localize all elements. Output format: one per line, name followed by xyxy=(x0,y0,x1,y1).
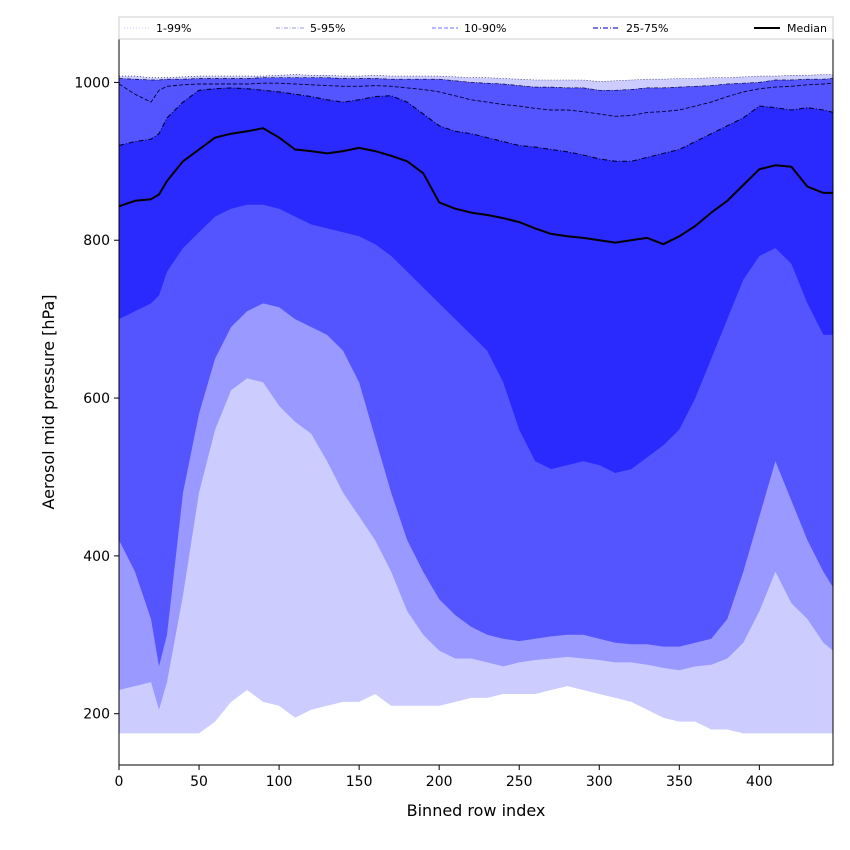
legend-label: Median xyxy=(787,22,827,35)
x-tick-label: 350 xyxy=(666,774,693,790)
band-10-90pct-upper xyxy=(119,83,833,162)
y-axis-ticks: 200 400 600 800 1000 xyxy=(74,75,119,723)
x-tick-label: 250 xyxy=(506,774,533,790)
outline-10-90-upper xyxy=(119,82,833,117)
y-tick-label: 1000 xyxy=(74,75,110,91)
y-axis-label: Aerosol mid pressure [hPa] xyxy=(39,294,58,509)
legend-frame xyxy=(118,16,834,40)
x-tick-label: 300 xyxy=(586,774,613,790)
x-tick-label: 100 xyxy=(266,774,293,790)
y-tick-label: 200 xyxy=(83,707,110,723)
band-25-75pct xyxy=(119,87,833,474)
legend-label: 5-95% xyxy=(310,22,345,35)
bands-layer xyxy=(119,74,833,734)
legend-label: 25-75% xyxy=(626,22,668,35)
series-layer xyxy=(119,127,833,246)
y-tick-label: 600 xyxy=(83,391,110,407)
legend-label: 1-99% xyxy=(156,22,191,35)
x-axis-label: Binned row index xyxy=(407,801,546,820)
x-axis-ticks: 0 50 100 150 200 250 300 350 400 xyxy=(115,765,773,790)
x-tick-label: 50 xyxy=(190,774,208,790)
y-tick-label: 800 xyxy=(83,233,110,249)
median-line xyxy=(119,127,833,246)
x-tick-label: 200 xyxy=(426,774,453,790)
x-tick-label: 400 xyxy=(746,774,773,790)
outline-25-75-upper xyxy=(119,87,833,162)
y-tick-label: 400 xyxy=(83,549,110,565)
legend: 1-99% 5-95% 10-90% 25-75% Median xyxy=(118,16,834,40)
x-tick-label: 150 xyxy=(346,774,373,790)
legend-label: 10-90% xyxy=(464,22,506,35)
band-outlines-layer xyxy=(119,74,833,162)
x-tick-label: 0 xyxy=(115,774,124,790)
outline-5-95-upper xyxy=(119,77,833,91)
